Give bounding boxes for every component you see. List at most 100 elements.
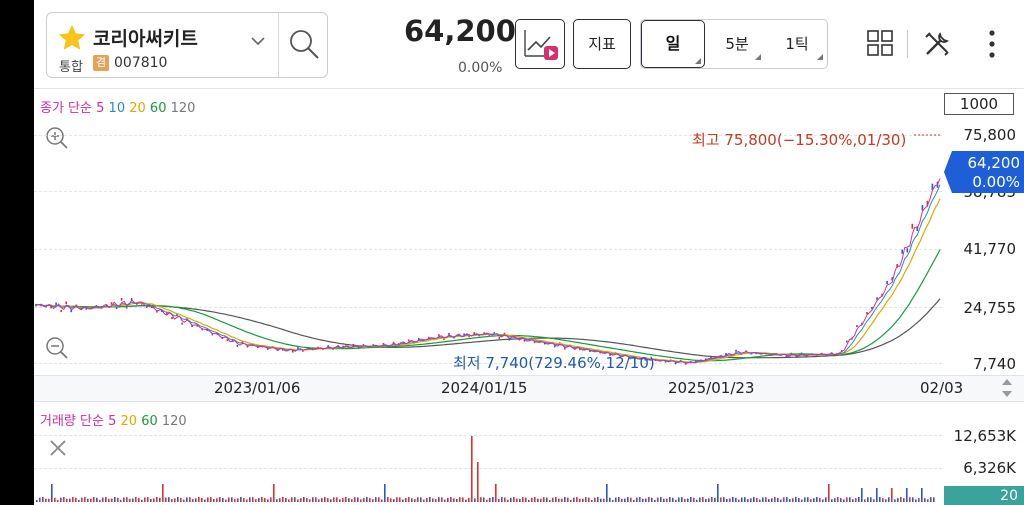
period-5min-button[interactable]: 5분 [711,20,763,68]
volume-bar [804,497,806,502]
volume-bar [57,499,59,502]
volume-bar [747,499,749,502]
volume-bar [78,499,80,502]
volume-bar [642,498,644,502]
count-box[interactable]: 1000 [944,93,1014,115]
volume-bar [99,499,101,502]
volume-bar [855,498,857,502]
volume-bar [432,498,434,502]
high-annotation: 최고 75,800(−15.30%,01/30) [692,131,907,149]
volume-bar [714,497,716,502]
volume-bar [531,497,533,502]
volume-bar [246,499,248,502]
volume-chart[interactable]: 거래량 단순 5 20 60 120 12,653K 6,326K 20 [34,401,1024,505]
volume-bar [675,499,677,502]
grid-line [34,249,942,250]
volume-bar [573,497,575,502]
more-vertical-icon[interactable] [986,28,998,60]
candle [785,355,788,358]
volume-bar [66,498,68,502]
close-icon[interactable] [48,438,68,458]
period-day-button[interactable]: 일 [641,20,705,68]
volume-bar [339,499,341,502]
legend-ma10: 10 [108,101,126,116]
chart-type-button[interactable] [515,19,565,69]
volume-bar [438,497,440,502]
volume-bar [426,497,428,502]
volume-bar [270,497,272,502]
volume-bar [732,497,734,502]
ma5-line [35,178,941,364]
volume-bar [816,497,818,502]
candle [428,336,430,339]
volume-bar [468,497,470,502]
volume-bar [63,497,65,502]
volume-bar [864,499,866,502]
grid-line [34,435,942,436]
volume-bar [498,498,500,502]
volume-bar [408,497,410,502]
volume-bar [279,498,281,502]
volume-bar [591,499,593,502]
volume-bar [846,497,848,502]
volume-bar [513,497,515,502]
volume-bar [252,497,254,502]
volume-bar [489,497,491,502]
volume-bar [222,497,224,502]
volume-bar [192,499,194,502]
volume-bar [81,497,83,502]
volume-bar [360,499,362,502]
volume-bar [834,498,836,502]
volume-bar [375,497,377,502]
volume-bar [321,498,323,502]
tools-icon[interactable] [921,28,953,60]
volume-bar [351,499,353,502]
stock-selector[interactable]: 코리아써키트 통합 겸 007810 [46,12,328,78]
volume-bar [687,498,689,502]
volume-bar [51,484,53,502]
volume-bar [870,497,872,502]
candle [362,344,365,346]
volume-bar [639,497,641,502]
price-chart[interactable]: 종가 단순 5 10 20 60 120 1000 75,800 58,785 … [34,89,1024,375]
volume-bar [831,499,833,502]
vol-legend-ma5: 5 [108,414,117,429]
grid-layout-icon[interactable] [866,29,894,57]
volume-bar [69,498,71,502]
volume-bar [528,499,530,502]
legend-ma60: 60 [149,101,167,116]
volume-bar [459,497,461,502]
volume-bar [891,488,893,502]
period-1tick-label: 1틱 [785,35,809,53]
volume-bar [297,499,299,502]
search-icon[interactable] [287,27,321,61]
volume-bar [771,498,773,502]
candle [342,345,344,348]
volume-bar [168,497,170,502]
candle [282,348,284,351]
chevron-down-icon[interactable] [250,35,266,47]
scroll-arrows-icon[interactable] [1000,377,1014,399]
volume-bar [54,497,56,502]
indicator-button[interactable]: 지표 [573,19,631,69]
volume-bar [219,497,221,502]
candle [483,332,485,335]
volume-bar [840,498,842,502]
period-1tick-button[interactable]: 1틱 [769,20,825,68]
favorite-star-icon[interactable] [57,23,87,53]
x-tick-label: 02/03 [920,379,964,397]
volume-bar [729,498,731,502]
volume-bar [195,498,197,502]
volume-bar [867,497,869,502]
candle [246,345,249,348]
candle [55,302,57,306]
volume-bar [210,497,212,502]
volume-bar [894,499,896,502]
zoom-out-icon[interactable] [44,335,70,361]
volume-bar [924,498,926,502]
volume-plot [36,436,935,502]
volume-bar [444,499,446,502]
volume-bar [294,497,296,502]
zoom-in-icon[interactable] [44,125,70,151]
volume-bar [273,484,275,502]
